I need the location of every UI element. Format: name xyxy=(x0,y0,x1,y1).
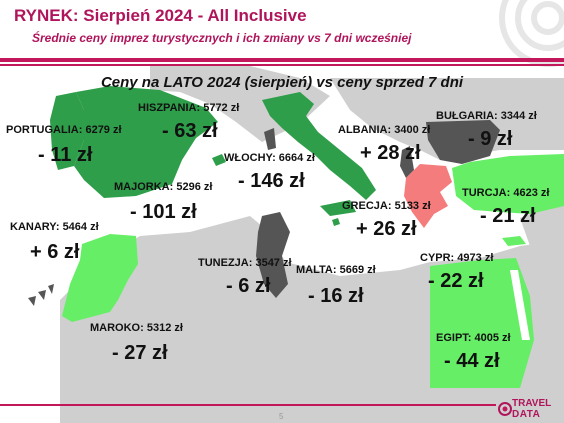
country-price: 5464 zł xyxy=(62,221,99,233)
label-malta-price: MALTA: 5669 zł xyxy=(296,264,376,276)
country-price: 3400 zł xyxy=(394,124,431,136)
logo-text-bottom: DATA xyxy=(512,409,541,420)
country-turcja xyxy=(452,154,564,214)
country-bulgaria xyxy=(426,120,500,164)
footer-divider xyxy=(0,404,496,406)
country-name: TURCJA: xyxy=(462,187,511,199)
label-bulgaria-price: BUŁGARIA: 3344 zł xyxy=(436,110,537,122)
country-sycylia xyxy=(320,200,356,216)
country-name: CYPR: xyxy=(420,252,455,264)
label-hiszpania-change: - 63 zł xyxy=(162,120,218,142)
label-tunezja-change: - 6 zł xyxy=(226,275,271,297)
slide-title: RYNEK: Sierpień 2024 - All Inclusive xyxy=(14,6,307,25)
country-price: 4623 zł xyxy=(513,187,550,199)
label-bulgaria-change: - 9 zł xyxy=(468,128,513,150)
country-name: KANARY: xyxy=(10,221,60,233)
header-divider xyxy=(0,58,564,62)
label-kanary-change: + 6 zł xyxy=(30,241,80,263)
label-hiszpania-price: HISZPANIA: 5772 zł xyxy=(138,102,239,114)
country-name: ALBANIA: xyxy=(338,124,392,136)
country-name: HISZPANIA: xyxy=(138,102,201,114)
country-malta xyxy=(332,218,340,226)
country-price: 4005 zł xyxy=(474,332,511,344)
country-hiszpania xyxy=(74,86,218,198)
decorative-circles xyxy=(499,0,564,67)
logo-text-top: TRAVEL xyxy=(512,398,552,409)
country-price: 6279 zł xyxy=(85,124,122,136)
label-grecja-price: GRECJA: 5133 zł xyxy=(342,200,431,212)
country-maroko xyxy=(62,234,138,322)
label-malta-change: - 16 zł xyxy=(308,285,364,307)
label-cypr-price: CYPR: 4973 zł xyxy=(420,252,493,264)
label-wlochy-price: WŁOCHY: 6664 zł xyxy=(224,152,315,164)
sea-red-sea xyxy=(510,270,530,340)
country-name: MAROKO: xyxy=(90,322,144,334)
label-egipt-price: EGIPT: 4005 zł xyxy=(436,332,511,344)
country-cypr xyxy=(502,236,526,246)
country-price: 5772 zł xyxy=(203,102,240,114)
label-albania-price: ALBANIA: 3400 zł xyxy=(338,124,430,136)
country-price: 5296 zł xyxy=(176,181,213,193)
page-number: 5 xyxy=(279,412,284,421)
country-tunezja xyxy=(256,212,290,298)
label-majorka-change: - 101 zł xyxy=(130,201,197,223)
travel-data-logo-icon xyxy=(498,402,512,416)
map-heading: Ceny na LATO 2024 (sierpień) vs ceny spr… xyxy=(100,74,464,91)
label-maroko-change: - 27 zł xyxy=(112,342,168,364)
country-price: 5133 zł xyxy=(394,200,431,212)
country-price: 5669 zł xyxy=(339,264,376,276)
country-name: MAJORKA: xyxy=(114,181,174,193)
label-albania-change: + 28 zł xyxy=(360,142,421,164)
country-price: 4973 zł xyxy=(457,252,494,264)
label-turcja-change: - 21 zł xyxy=(480,205,536,227)
country-portugalia xyxy=(50,92,84,170)
country-name: EGIPT: xyxy=(436,332,472,344)
label-wlochy-change: - 146 zł xyxy=(238,170,305,192)
label-egipt-change: - 44 zł xyxy=(444,350,500,372)
label-kanary-price: KANARY: 5464 zł xyxy=(10,221,99,233)
country-sardynia xyxy=(264,128,276,150)
country-price: 3547 zł xyxy=(255,257,292,269)
country-name: MALTA: xyxy=(296,264,337,276)
country-wlochy xyxy=(262,92,376,200)
country-name: TUNEZJA: xyxy=(198,257,253,269)
label-turcja-price: TURCJA: 4623 zł xyxy=(462,187,549,199)
country-price: 3344 zł xyxy=(500,110,537,122)
slide-subtitle: Średnie ceny imprez turystycznych i ich … xyxy=(32,31,412,45)
label-maroko-price: MAROKO: 5312 zł xyxy=(90,322,183,334)
label-majorka-price: MAJORKA: 5296 zł xyxy=(114,181,212,193)
country-name: WŁOCHY: xyxy=(224,152,276,164)
country-egipt xyxy=(430,258,534,388)
country-majorka xyxy=(212,154,226,166)
country-name: BUŁGARIA: xyxy=(436,110,498,122)
country-kanary xyxy=(28,284,54,306)
label-portugalia-change: - 11 zł xyxy=(38,144,93,166)
label-cypr-change: - 22 zł xyxy=(428,270,484,292)
label-grecja-change: + 26 zł xyxy=(356,218,417,240)
country-name: PORTUGALIA: xyxy=(6,124,83,136)
country-grecja xyxy=(404,164,452,228)
header-divider-thin xyxy=(0,64,564,66)
label-tunezja-price: TUNEZJA: 3547 zł xyxy=(198,257,292,269)
country-price: 6664 zł xyxy=(278,152,315,164)
label-portugalia-price: PORTUGALIA: 6279 zł xyxy=(6,124,122,136)
country-name: GRECJA: xyxy=(342,200,392,212)
country-albania xyxy=(400,146,414,178)
country-price: 5312 zł xyxy=(146,322,183,334)
